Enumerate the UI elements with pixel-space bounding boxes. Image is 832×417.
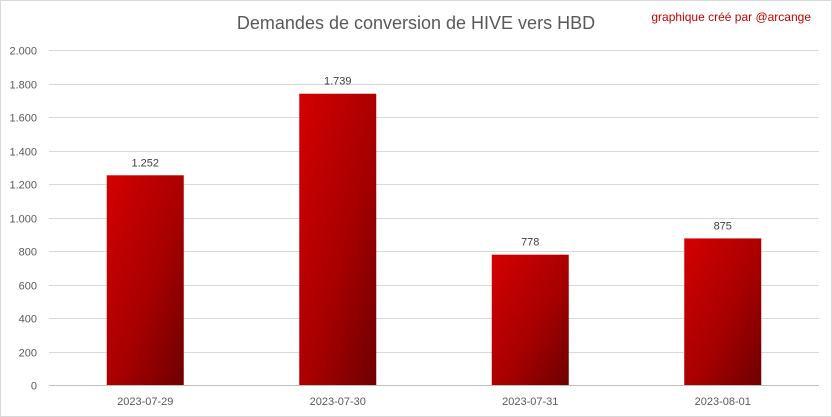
x-tick-label-2023-08-01: 2023-08-01 [695, 396, 751, 408]
bar-2023-08-01 [684, 238, 762, 385]
x-tick-label-2023-07-30: 2023-07-30 [310, 396, 366, 408]
y-tick-label: 2.000 [9, 46, 37, 58]
data-label-2023-08-01: 875 [714, 220, 732, 232]
chart-credit: graphique créé par @arcange [651, 10, 811, 24]
y-tick-label: 200 [19, 348, 37, 360]
y-tick-label: 0 [31, 381, 37, 393]
y-tick-label: 600 [19, 281, 37, 293]
y-tick-label: 1.800 [9, 80, 37, 92]
y-tick-label: 800 [19, 247, 37, 259]
data-label-2023-07-29: 1.252 [131, 157, 159, 169]
y-tick-label: 1.400 [9, 147, 37, 159]
bar-2023-07-30 [299, 93, 377, 385]
bars [106, 93, 762, 385]
y-axis-ticks: 0 200 400 600 800 1.000 1.200 1.400 1.600 1.800 2.… [9, 46, 37, 393]
y-tick-label: 400 [19, 314, 37, 326]
x-axis-ticks: 2023-07-29 2023-07-30 2023-07-31 2023-08-01 [117, 396, 751, 408]
x-tick-label-2023-07-29: 2023-07-29 [117, 396, 173, 408]
y-tick-label: 1.200 [9, 180, 37, 192]
bar-2023-07-29 [106, 175, 184, 385]
y-tick-label: 1.600 [9, 113, 37, 125]
x-tick-label-2023-07-31: 2023-07-31 [502, 396, 558, 408]
data-labels: 1.252 1.739 778 875 [131, 76, 731, 249]
bar-2023-07-31 [491, 254, 569, 385]
y-tick-label: 1.000 [9, 214, 37, 226]
chart-title: Demandes de conversion de HIVE vers HBD [236, 13, 596, 33]
data-label-2023-07-31: 778 [521, 237, 539, 249]
data-label-2023-07-30: 1.739 [324, 76, 352, 88]
